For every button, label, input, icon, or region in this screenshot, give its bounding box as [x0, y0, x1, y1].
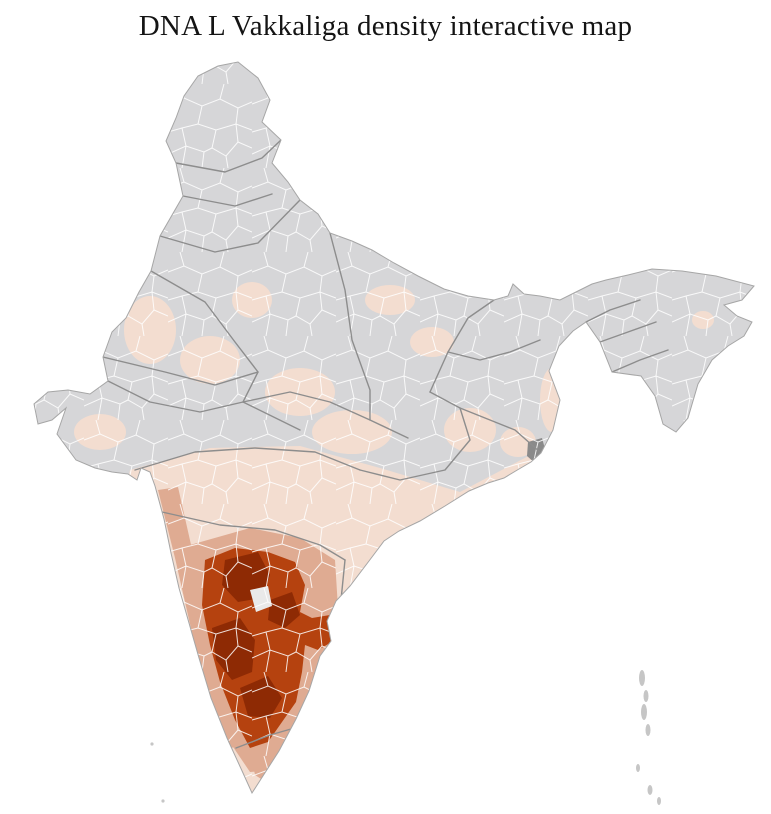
- island[interactable]: [657, 797, 661, 805]
- island[interactable]: [150, 742, 154, 746]
- state-border: [585, 299, 669, 373]
- lakshadweep-islands[interactable]: [150, 742, 165, 803]
- state-border: [242, 391, 409, 439]
- state-border: [134, 447, 361, 471]
- island[interactable]: [639, 670, 645, 686]
- state-border: [182, 193, 273, 207]
- state-border: [159, 199, 301, 253]
- island[interactable]: [647, 785, 653, 795]
- coastline-outline: [33, 61, 755, 795]
- state-border: [359, 391, 471, 481]
- state-border: [102, 356, 259, 386]
- state-border: [175, 139, 282, 173]
- state-border: [107, 380, 301, 431]
- island[interactable]: [645, 724, 651, 736]
- state-border: [459, 407, 542, 454]
- island[interactable]: [161, 799, 165, 803]
- state-border: [447, 339, 541, 361]
- island[interactable]: [643, 690, 649, 702]
- state-border: [329, 232, 371, 421]
- andaman-nicobar-islands[interactable]: [636, 670, 661, 805]
- state-border: [150, 270, 259, 403]
- island[interactable]: [636, 764, 640, 772]
- state-border: [161, 511, 346, 561]
- island[interactable]: [641, 704, 647, 720]
- state-borders: [102, 139, 669, 749]
- state-border: [429, 299, 495, 393]
- page-title: DNA L Vakkaliga density interactive map: [138, 10, 633, 42]
